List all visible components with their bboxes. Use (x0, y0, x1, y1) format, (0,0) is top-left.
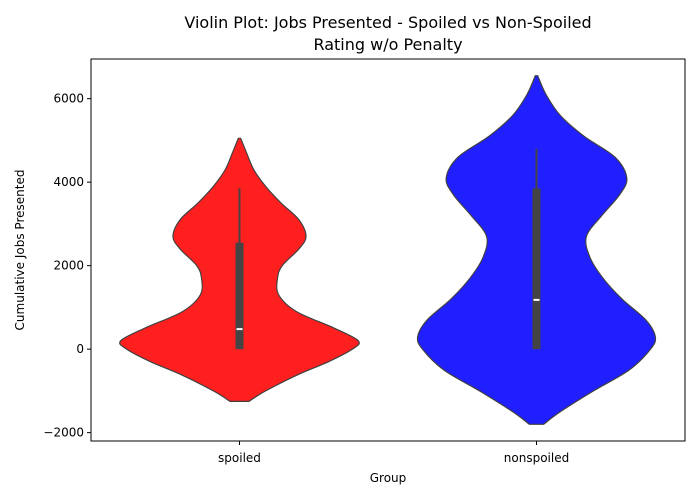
plot-frame (90, 58, 686, 442)
y-axis-ticks: −2000 0 2000 4000 6000 (43, 92, 91, 440)
x-axis-ticks: spoiled nonspoiled (218, 441, 569, 465)
x-tick-label-spoiled: spoiled (218, 451, 261, 465)
x-tick-label-nonspoiled: nonspoiled (504, 451, 569, 465)
chart-subtitle: Rating w/o Penalty (313, 35, 462, 54)
chart-title: Violin Plot: Jobs Presented - Spoiled vs… (184, 13, 591, 32)
violin-layer (119, 75, 657, 425)
y-tick-label: 6000 (53, 92, 84, 106)
y-tick-label: −2000 (43, 426, 84, 440)
iqr-box-spoiled (235, 242, 244, 350)
iqr-box-nonspoiled (532, 188, 541, 350)
y-tick-label: 4000 (53, 175, 84, 189)
x-axis-label: Group (370, 471, 407, 485)
y-tick-label: 0 (76, 342, 84, 356)
y-axis-label: Cumulative Jobs Presented (13, 170, 27, 331)
y-tick-label: 2000 (53, 259, 84, 273)
